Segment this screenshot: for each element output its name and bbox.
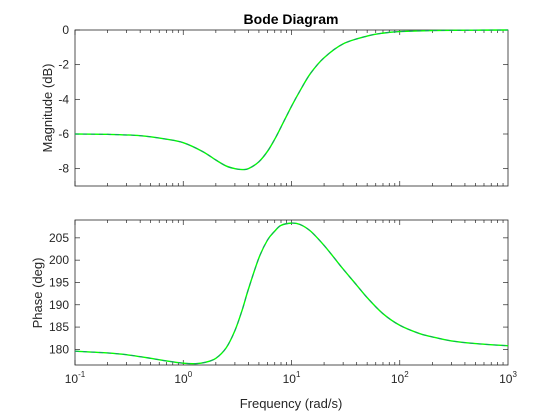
- magnitude-ticks: 0 -2 -4 -6 -8: [58, 23, 508, 186]
- y-tick-label: 190: [49, 298, 69, 312]
- phase-axes-box: [74, 219, 509, 366]
- y-tick-label: 185: [49, 320, 69, 334]
- magnitude-ylabel: Magnitude (dB): [40, 64, 55, 153]
- magnitude-axes-box: [74, 29, 509, 187]
- y-tick-label: -2: [58, 58, 69, 72]
- x-tick-label: 100: [174, 370, 192, 386]
- x-tick-label: 102: [391, 370, 409, 386]
- phase-series-dash: [74, 222, 509, 365]
- phase-ticks: 180 185 190 195 200 205: [49, 220, 508, 365]
- y-tick-label: -6: [58, 127, 69, 141]
- y-tick-label: 195: [49, 275, 69, 289]
- y-tick-label: -8: [58, 162, 69, 176]
- x-tick-label: 101: [283, 370, 301, 386]
- x-tick-label: 103: [499, 370, 517, 386]
- phase-panel: 180 185 190 195 200 205 Phase (deg): [30, 219, 509, 366]
- y-tick-label: 205: [49, 231, 69, 245]
- y-tick-label: 180: [49, 342, 69, 356]
- magnitude-series-line: [74, 29, 509, 171]
- magnitude-panel: 0 -2 -4 -6 -8 Magnitude (dB): [40, 23, 509, 187]
- phase-ylabel: Phase (deg): [30, 258, 45, 329]
- y-tick-label: -4: [58, 92, 69, 106]
- x-tick-label: 10-1: [65, 370, 86, 386]
- chart-title: Bode Diagram: [244, 11, 339, 27]
- x-axis-label: Frequency (rad/s): [240, 396, 343, 411]
- x-tick-labels: 10-1 100 101 102 103: [65, 370, 518, 386]
- y-tick-label: 200: [49, 253, 69, 267]
- y-tick-label: 0: [62, 23, 69, 37]
